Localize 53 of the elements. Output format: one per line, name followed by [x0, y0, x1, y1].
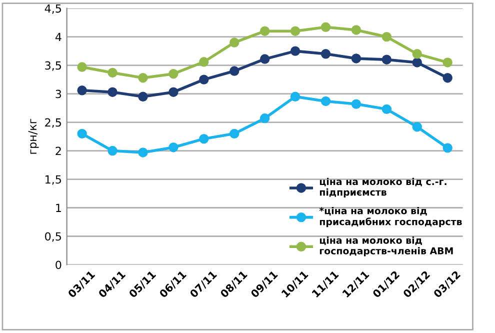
point: [442, 72, 452, 83]
point: [108, 146, 118, 156]
point: [199, 74, 209, 84]
point: [320, 96, 331, 106]
point: [168, 142, 178, 152]
y-tick-label: 2: [56, 146, 61, 155]
point: [138, 92, 148, 102]
point: [442, 143, 452, 153]
point: [138, 148, 148, 158]
point: [320, 49, 331, 59]
y-tick-label: 0,5: [45, 232, 61, 242]
y-tick-label: 1,5: [46, 175, 61, 185]
legend-label: ціна на молоко від с.-г. підприємств: [320, 178, 446, 198]
point: [351, 99, 362, 109]
point: [290, 92, 300, 102]
point: [351, 54, 362, 64]
point: [199, 57, 209, 67]
point: [260, 26, 270, 36]
point: [351, 25, 362, 35]
point: [77, 86, 87, 96]
point: [108, 87, 118, 97]
point: [230, 38, 240, 48]
point: [382, 32, 392, 42]
point: [382, 54, 392, 64]
y-tick-label: 2,5: [45, 118, 61, 128]
y-tick-label: 3: [56, 90, 62, 98]
y-axis-title: грн/кг: [28, 118, 39, 154]
point: [290, 46, 300, 56]
point: [199, 134, 209, 144]
y-tick-label: 1: [56, 204, 61, 212]
point: [138, 72, 148, 83]
point: [382, 104, 392, 114]
point: [412, 58, 422, 68]
point: [77, 62, 87, 72]
point: [260, 54, 270, 64]
point: [412, 122, 422, 132]
legend-label: ціна на молоко від господарств-членів АВМ: [320, 236, 453, 256]
point: [168, 87, 178, 97]
y-tick-label: 3,5: [45, 61, 61, 71]
legend-label: *ціна на молоко від присадибних господарств: [319, 206, 462, 228]
point: [412, 49, 422, 59]
point: [77, 128, 87, 139]
point: [260, 113, 270, 124]
point: [168, 68, 178, 79]
point: [320, 22, 331, 32]
point: [230, 128, 240, 139]
point: [230, 66, 240, 76]
point: [108, 68, 118, 78]
y-tick-label: 4: [55, 32, 62, 42]
y-tick-label: 0: [56, 260, 62, 270]
y-tick-label: 4,5: [44, 4, 61, 14]
point: [442, 58, 452, 68]
point: [290, 26, 300, 36]
